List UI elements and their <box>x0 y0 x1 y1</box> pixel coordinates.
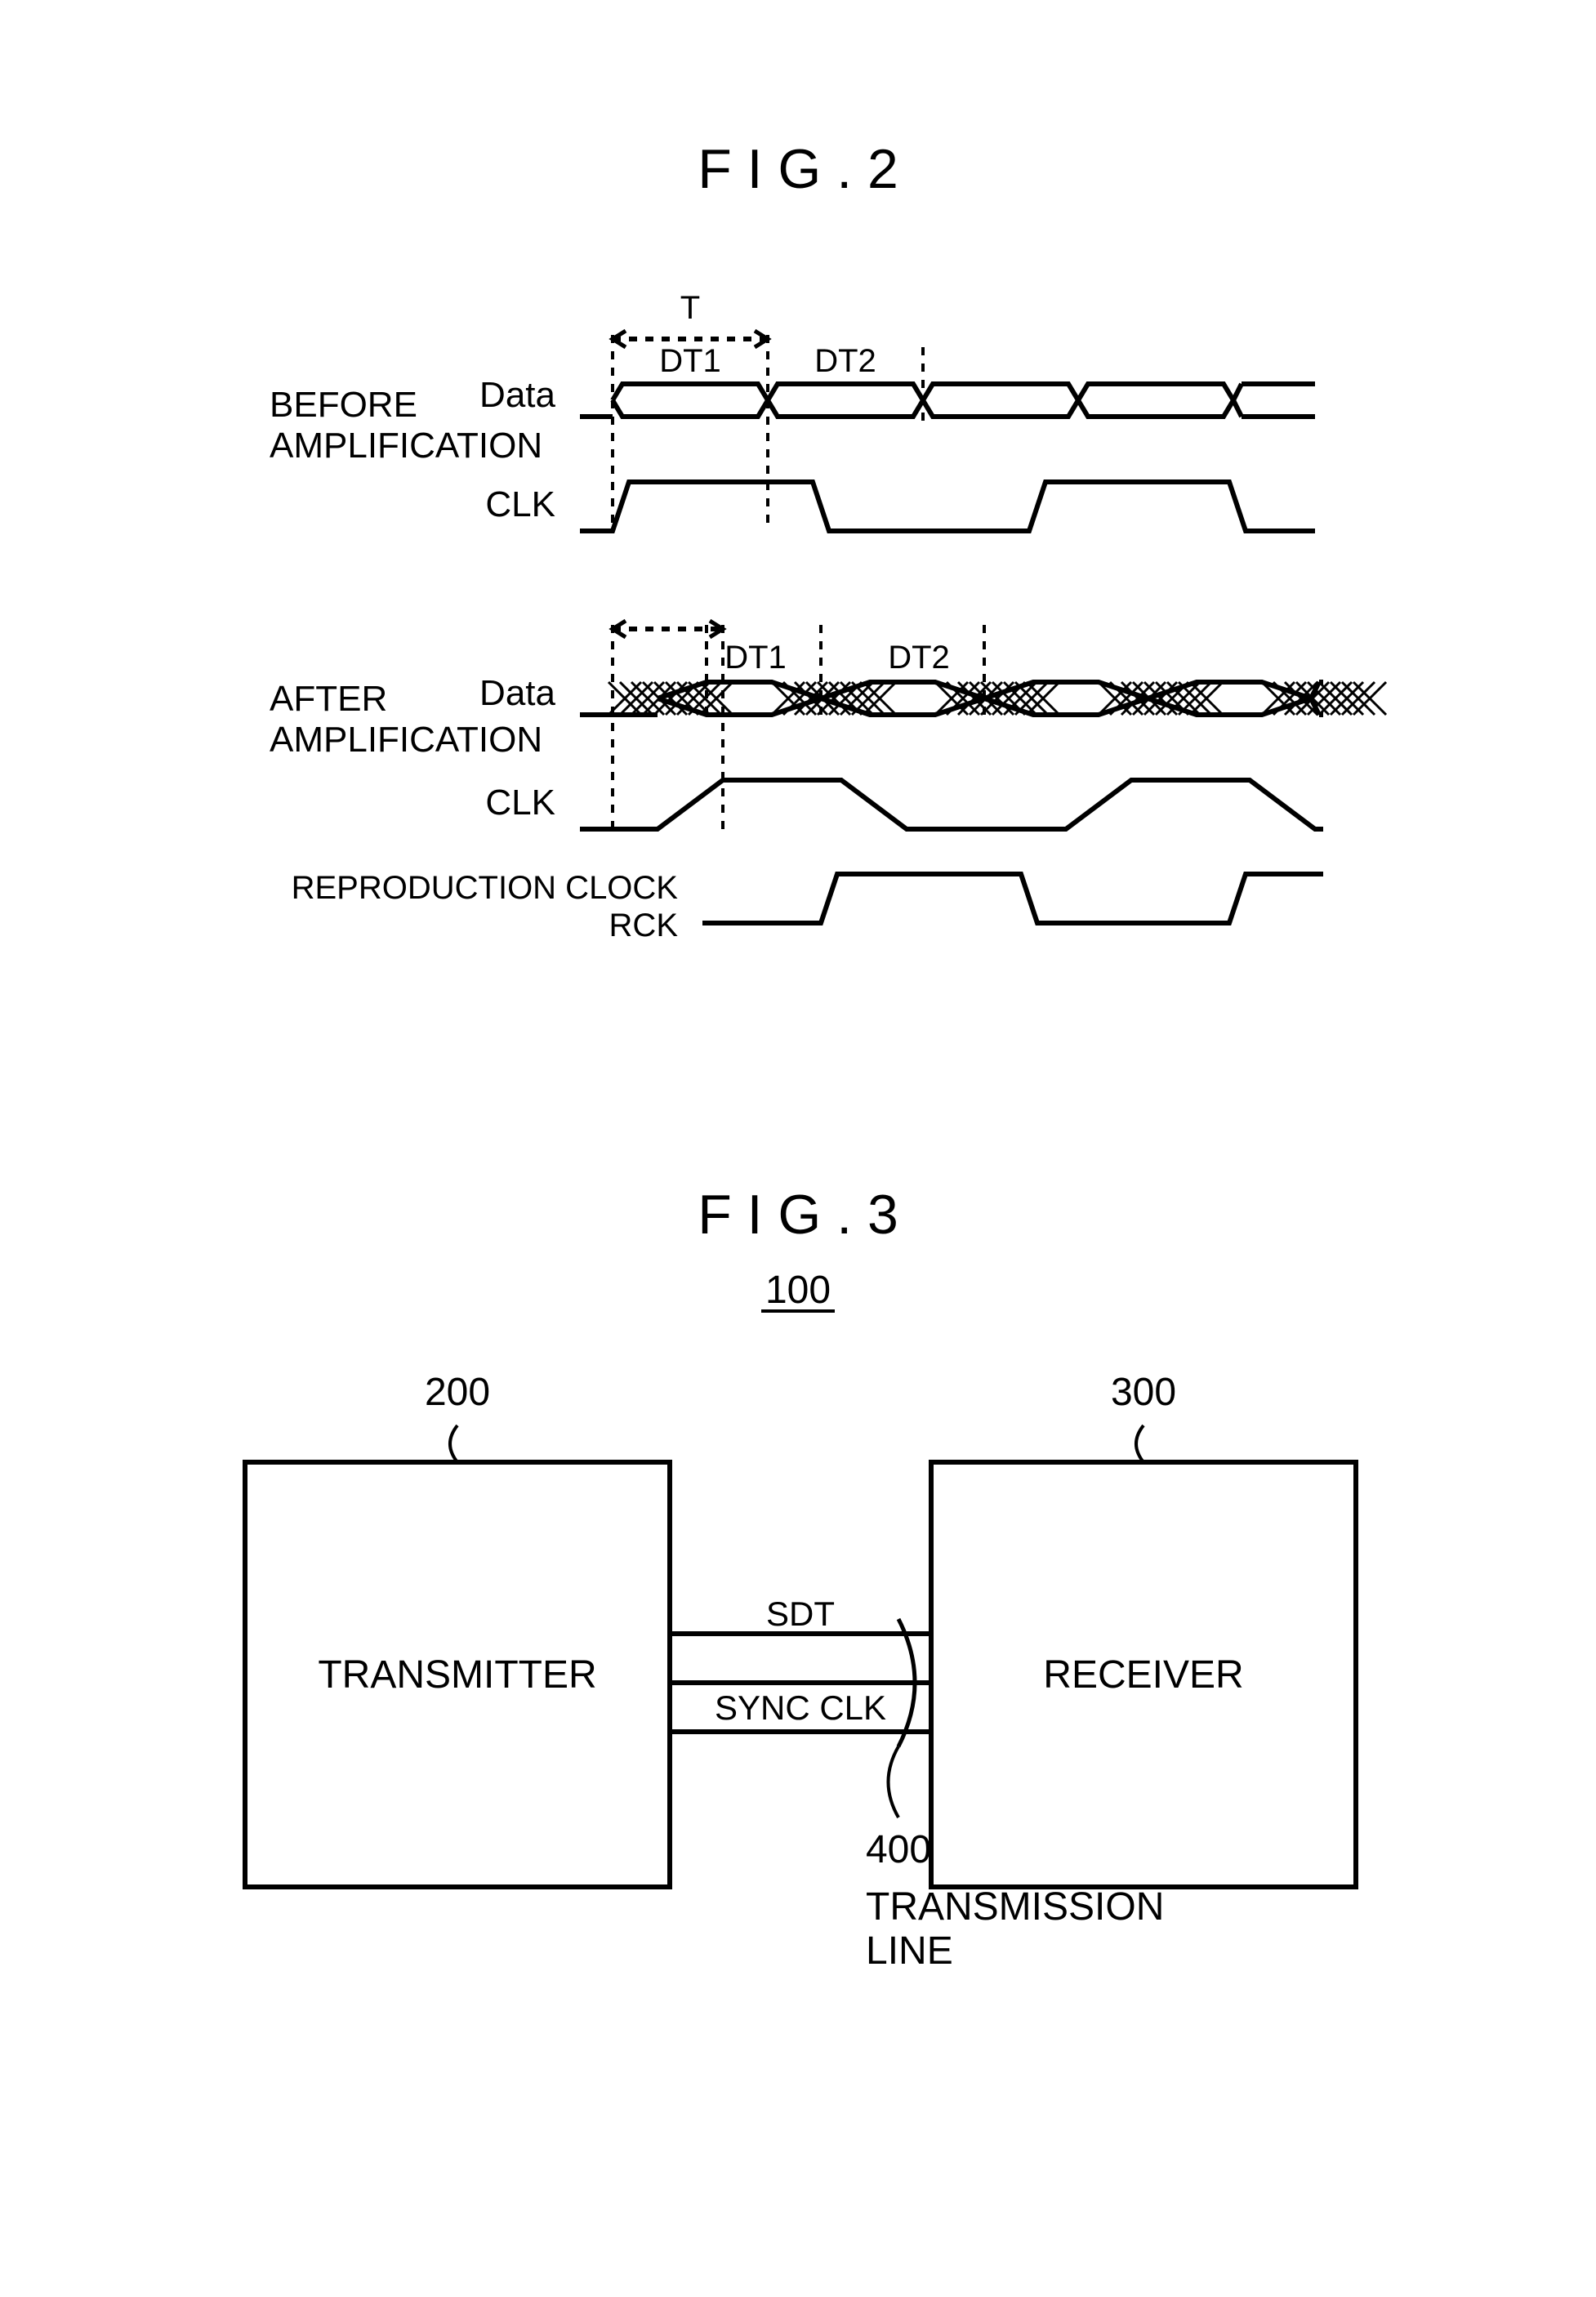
ref-100: 100 <box>765 1269 831 1312</box>
before-DT1-label: DT1 <box>659 343 721 379</box>
period-T-label: T <box>680 290 700 326</box>
before-amp-label: BEFORE <box>270 385 417 425</box>
sync-clk-label: SYNC CLK <box>715 1688 886 1727</box>
diagram-canvas: F I G . 2BEFOREAMPLIFICATIONDataTDT1DT2C… <box>0 0 1596 2293</box>
transmission-line-label: TRANSMISSION <box>866 1885 1164 1929</box>
rck-label1: REPRODUCTION CLOCK <box>292 870 679 906</box>
transmitter-label: TRANSMITTER <box>318 1653 596 1697</box>
rck-label2: RCK <box>609 908 679 943</box>
page: F I G . 2BEFOREAMPLIFICATIONDataTDT1DT2C… <box>0 0 1596 2293</box>
fig2-title: F I G . 2 <box>698 138 898 200</box>
before-clk-label: CLK <box>485 484 555 524</box>
receiver-label: RECEIVER <box>1043 1653 1243 1697</box>
after-data-label: Data <box>479 673 555 713</box>
after-amp-label: AFTER <box>270 679 387 719</box>
after-DT2-label: DT2 <box>888 640 950 676</box>
after-clk-label: CLK <box>485 783 555 823</box>
ref-300: 300 <box>1111 1371 1176 1414</box>
before-DT2-label: DT2 <box>814 343 876 379</box>
before-amp-label: AMPLIFICATION <box>270 426 542 466</box>
after-amp-label: AMPLIFICATION <box>270 720 542 760</box>
ref-200: 200 <box>425 1371 490 1414</box>
fig3-title: F I G . 3 <box>698 1184 898 1246</box>
after-DT1-label: DT1 <box>724 640 787 676</box>
before-data-label: Data <box>479 375 555 415</box>
ref-400: 400 <box>866 1828 931 1871</box>
sdt-label: SDT <box>766 1595 835 1633</box>
transmission-line-label: LINE <box>866 1929 953 1973</box>
